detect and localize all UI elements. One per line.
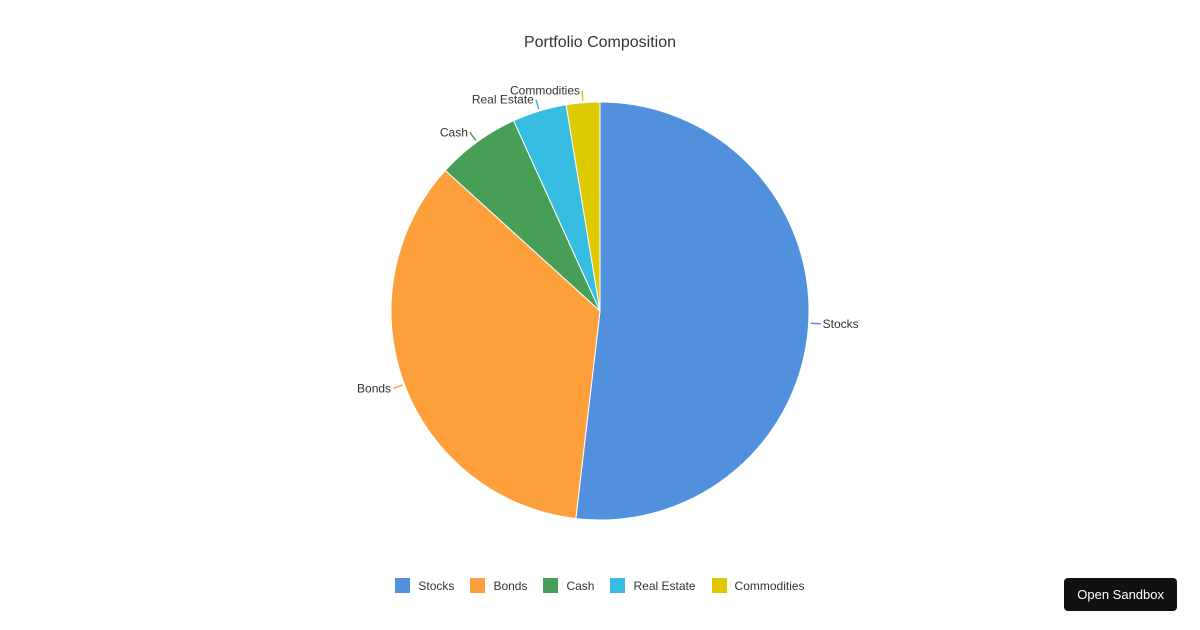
legend-label: Bonds [493, 578, 528, 593]
legend-item-bonds[interactable]: Bonds [470, 578, 527, 593]
slice-label-commodities: Commodities [510, 84, 580, 98]
label-line-bonds [392, 384, 403, 390]
legend-item-real-estate[interactable]: Real Estate [610, 578, 696, 593]
legend-item-cash[interactable]: Cash [543, 578, 594, 593]
legend-label: Stocks [418, 578, 455, 593]
legend-label: Real Estate [633, 578, 696, 593]
slice-label-real-estate: Real Estate [472, 93, 534, 107]
legend-label: Commodities [734, 578, 805, 593]
legend-swatch [711, 578, 727, 593]
label-line-commodities [581, 90, 584, 101]
label-line-real-estate [535, 99, 540, 110]
label-line-cash [469, 131, 477, 141]
legend-swatch [395, 578, 411, 593]
pie-slice-stocks[interactable] [575, 101, 810, 521]
legend-item-stocks[interactable]: Stocks [395, 578, 454, 593]
legend: Stocks Bonds Cash Real Estate Commodities [0, 578, 1200, 593]
slice-label-stocks: Stocks [823, 317, 859, 331]
pie-slice-bonds[interactable] [390, 169, 601, 520]
label-line-stocks [810, 322, 821, 325]
legend-label: Cash [566, 578, 595, 593]
legend-swatch [543, 578, 559, 593]
slice-label-cash: Cash [440, 125, 468, 139]
pie-slice-commodities[interactable] [565, 101, 601, 312]
chart-title: Portfolio Composition [523, 34, 677, 51]
open-sandbox-button[interactable]: Open Sandbox [1064, 578, 1177, 611]
slice-label-bonds: Bonds [357, 382, 391, 396]
legend-item-commodities[interactable]: Commodities [711, 578, 805, 593]
pie-slices [390, 101, 810, 521]
legend-swatch [470, 578, 486, 593]
legend-swatch [610, 578, 626, 593]
